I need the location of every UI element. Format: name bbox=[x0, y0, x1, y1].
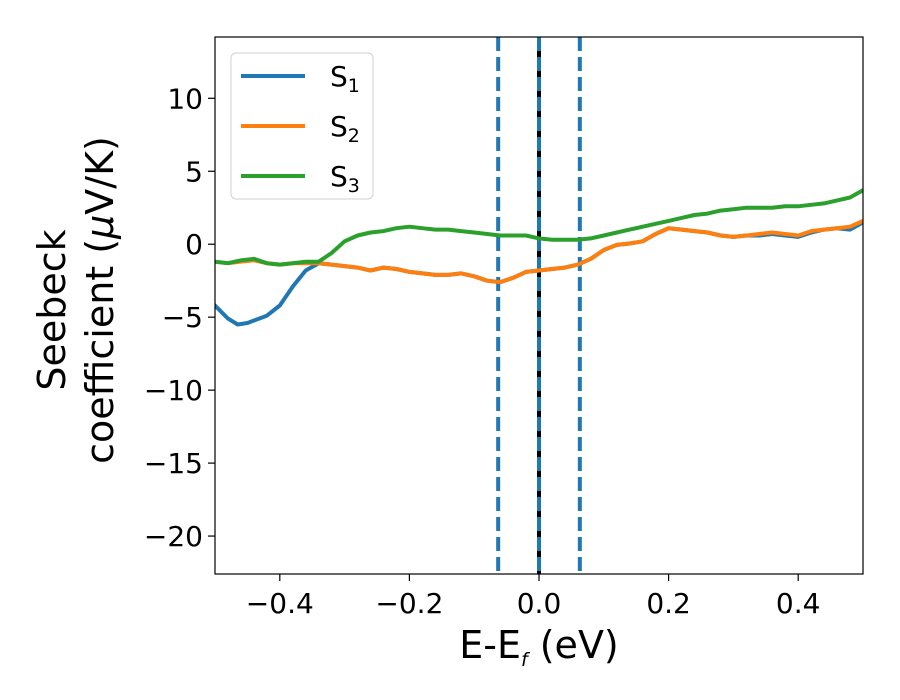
legend-label-main: S bbox=[330, 60, 348, 93]
legend-label-sub: 3 bbox=[348, 175, 360, 197]
x-axis-label-main: E-E bbox=[459, 623, 521, 667]
x-axis-label: E-Ef (eV) bbox=[459, 623, 619, 671]
y-tick-label: −15 bbox=[144, 447, 203, 480]
x-tick-label: 0.2 bbox=[646, 587, 691, 620]
legend-label-s1: S1 bbox=[330, 60, 360, 97]
legend-label-sub: 2 bbox=[348, 125, 360, 147]
y-tick-label: −5 bbox=[162, 301, 203, 334]
x-tick-label: 0.0 bbox=[517, 587, 562, 620]
y-tick-label: 5 bbox=[185, 155, 203, 188]
y-axis: 10 5 0 −5 −10 −15 −20 bbox=[144, 82, 215, 553]
y-axis-label-tail: V/K) bbox=[78, 136, 122, 215]
y-axis-label-line2-head: coefficient ( bbox=[78, 239, 122, 464]
x-tick-label: −0.2 bbox=[375, 587, 443, 620]
series-line-s2 bbox=[215, 218, 863, 285]
x-axis-label-unit: (eV) bbox=[528, 623, 619, 667]
series-line-s3 bbox=[215, 188, 863, 267]
y-axis-label-line2: coefficient (μV/K) bbox=[78, 136, 122, 464]
y-axis-label-line1: Seebeck bbox=[30, 229, 74, 390]
legend-label-main: S bbox=[330, 110, 348, 143]
series-lines bbox=[215, 188, 863, 327]
y-axis-label-mu: μ bbox=[78, 215, 122, 240]
legend-label-sub: 1 bbox=[348, 75, 360, 97]
y-tick-label: 10 bbox=[167, 82, 203, 115]
x-tick-label: −0.4 bbox=[246, 587, 314, 620]
y-tick-label: 0 bbox=[185, 228, 203, 261]
x-tick-label: 0.4 bbox=[776, 587, 821, 620]
y-tick-label: −10 bbox=[144, 374, 203, 407]
legend-label-s3: S3 bbox=[330, 160, 360, 197]
x-axis: −0.4 −0.2 0.0 0.2 0.4 bbox=[246, 574, 821, 620]
x-axis-label-sub: f bbox=[521, 649, 531, 671]
reference-lines bbox=[496, 37, 582, 574]
legend-label-s2: S2 bbox=[330, 110, 360, 147]
y-tick-label: −20 bbox=[144, 520, 203, 553]
legend-label-main: S bbox=[330, 160, 348, 193]
